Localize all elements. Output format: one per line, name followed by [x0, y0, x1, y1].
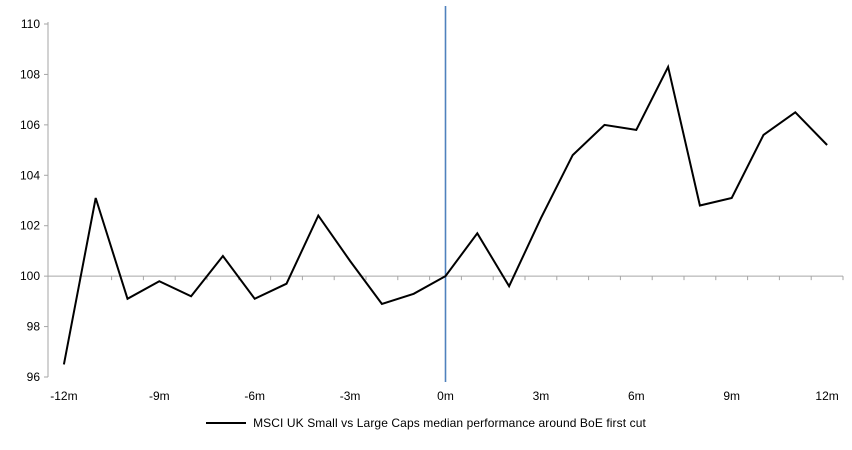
- y-tick-label: 106: [20, 118, 40, 132]
- legend-label: MSCI UK Small vs Large Caps median perfo…: [253, 416, 646, 430]
- x-tick-label: 12m: [815, 389, 838, 403]
- legend-line-swatch: [206, 422, 247, 424]
- x-tick-label: -12m: [50, 389, 77, 403]
- x-tick-label: 3m: [533, 389, 550, 403]
- x-tick-label: 0m: [437, 389, 454, 403]
- x-tick-label: -6m: [244, 389, 265, 403]
- x-axis-labels: -12m -9m -6m -3m 0m 3m 6m 9m 12m: [50, 389, 839, 403]
- y-tick-label: 108: [20, 67, 40, 81]
- x-tick-label: 9m: [723, 389, 740, 403]
- legend: MSCI UK Small vs Large Caps median perfo…: [0, 416, 852, 430]
- y-tick-label: 98: [27, 320, 41, 334]
- x-tick-label: -9m: [149, 389, 170, 403]
- y-tick-label: 96: [27, 370, 41, 384]
- y-tick-label: 100: [20, 269, 40, 283]
- series-line: [62, 63, 828, 365]
- y-axis: 96 98 100 102 104 106 108 110: [20, 17, 49, 384]
- y-tick-label: 110: [21, 17, 40, 31]
- x-tick-label: 6m: [628, 389, 645, 403]
- y-tick-label: 104: [20, 168, 40, 182]
- x-tick-label: -3m: [340, 389, 361, 403]
- y-tick-label: 102: [20, 219, 40, 233]
